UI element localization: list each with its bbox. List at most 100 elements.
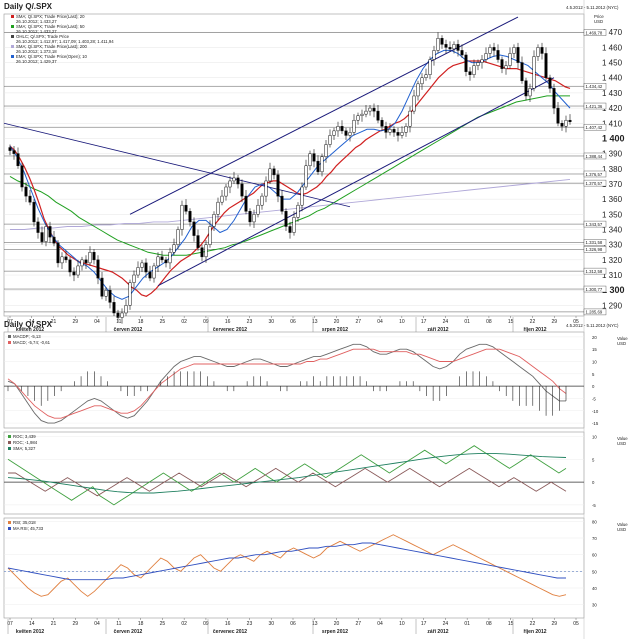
candle-body <box>536 47 540 57</box>
downtrend-line <box>3 122 351 208</box>
level-label-box <box>583 267 607 275</box>
roc-tick-label: 10 <box>592 435 597 440</box>
candle-body <box>424 74 428 78</box>
legend-value: 26.10.2012; 1.433,27 <box>16 19 57 24</box>
month-label-top: květen 2012 <box>16 327 45 333</box>
candle-body <box>72 271 76 276</box>
level-label: 1.469,78 <box>586 30 603 35</box>
candle-body <box>368 107 372 112</box>
candle-body <box>188 211 192 223</box>
roc-legend-swatch <box>8 435 11 438</box>
day-tick-label-bottom: 08 <box>486 621 492 627</box>
legend-label: SMA; Q/.SPX; Trade Price(Last); 200 <box>16 44 88 49</box>
macd-tick-label: -15 <box>592 421 599 426</box>
candle-body <box>24 186 28 197</box>
rsi-legend-label: RSI; 35,018 <box>13 520 36 525</box>
legend-value: 26.10.2012; 1.373,18 <box>16 49 57 54</box>
candle-body <box>548 77 552 89</box>
roc-tick-label: 0 <box>592 480 595 485</box>
panel-frame-rsi <box>3 517 585 619</box>
candle-body <box>228 180 232 188</box>
candle-body <box>360 113 364 116</box>
price-tick-label: 1 410 <box>602 119 623 128</box>
roc-axis-label-1: Value <box>617 436 628 441</box>
level-label: 1.331,58 <box>586 240 603 245</box>
macd-tick-label: 10 <box>592 360 597 365</box>
legend-swatch <box>11 55 14 58</box>
candle-body <box>364 110 368 115</box>
candle-body <box>316 160 320 173</box>
candle-body <box>216 201 220 215</box>
candle-body <box>520 62 524 82</box>
legend-swatch <box>11 35 14 38</box>
day-tick-label-top: 16 <box>225 319 231 325</box>
candle-body <box>388 129 392 133</box>
candle-body <box>312 153 316 162</box>
candle-body <box>156 256 160 267</box>
month-label-top: říjen 2012 <box>523 327 546 333</box>
day-tick-label-bottom: 27 <box>356 621 362 627</box>
candle-body <box>348 132 352 136</box>
macd-tick-label: -10 <box>592 409 599 414</box>
roc-tick-label: -5 <box>592 503 596 508</box>
candle-body <box>404 126 408 133</box>
rsi-tick-label: 70 <box>592 536 597 541</box>
candle-body <box>28 195 32 203</box>
legend-value: 26.10.2012; 1.433,27 <box>16 29 57 34</box>
day-tick-label-bottom: 06 <box>290 621 296 627</box>
price-tick-label: 1 420 <box>602 104 623 113</box>
day-tick-label-top: 20 <box>334 319 340 325</box>
candle-body <box>192 221 196 236</box>
candle-body <box>488 47 492 54</box>
day-tick-label-bottom: 01 <box>464 621 470 627</box>
rsi-legend-swatch <box>8 527 11 530</box>
rsi-legend-label: MA RSI; 45,733 <box>13 526 44 531</box>
candle-body <box>208 226 212 245</box>
macd-tick-label: 0 <box>592 384 595 389</box>
candle-body <box>436 38 440 51</box>
date-range: 4.5.2012 - 5.11.2012 (NYC) <box>566 5 619 10</box>
day-tick-label-bottom: 21 <box>51 621 57 627</box>
day-tick-label-top: 04 <box>94 319 100 325</box>
candle-body <box>120 312 124 318</box>
price-tick-label: 1 350 <box>602 210 623 219</box>
candle-body <box>372 107 376 112</box>
legend-swatch <box>11 45 14 48</box>
level-label: 1.326,98 <box>586 247 603 252</box>
day-tick-label-bottom: 14 <box>29 621 35 627</box>
candle-body <box>112 302 116 314</box>
candle-body <box>212 214 216 227</box>
month-label-top: červenec 2012 <box>213 327 247 333</box>
day-tick-label-top: 25 <box>160 319 166 325</box>
month-label-top: září 2012 <box>427 327 448 333</box>
legend-label: EMA; Q/.SPX; Trade Price(Open); 10 <box>16 54 88 59</box>
candle-body <box>244 195 248 212</box>
price-tick-label: 1 380 <box>602 165 623 174</box>
candle-body <box>84 259 88 264</box>
roc-legend-swatch <box>8 441 11 444</box>
candle-body <box>556 107 560 124</box>
candle-body <box>76 265 80 276</box>
candle-body <box>504 65 508 69</box>
candle-body <box>268 168 272 182</box>
candle-body <box>48 226 52 238</box>
legend-label: SMA; Q/.SPX; Trade Price(Last); 20 <box>16 14 85 19</box>
candle-body <box>400 132 404 136</box>
level-label: 1.421,36 <box>586 104 603 109</box>
sma20-line <box>9 60 571 297</box>
level-label: 1.407,42 <box>586 125 603 130</box>
candle-body <box>332 130 336 136</box>
candle-body <box>164 259 168 264</box>
legend-label: OHLC; Q/.SPX; Trade Price <box>16 34 70 39</box>
candle-body <box>260 195 264 206</box>
level-label-box <box>583 83 607 90</box>
candle-body <box>224 186 228 197</box>
candle-body <box>464 54 468 72</box>
candle-body <box>356 115 360 121</box>
candle-body <box>148 271 152 279</box>
level-label: 1.300,77 <box>586 287 603 292</box>
day-tick-label-top: 29 <box>73 319 79 325</box>
price-tick-label: 1 430 <box>602 89 623 98</box>
candle-body <box>64 256 68 261</box>
